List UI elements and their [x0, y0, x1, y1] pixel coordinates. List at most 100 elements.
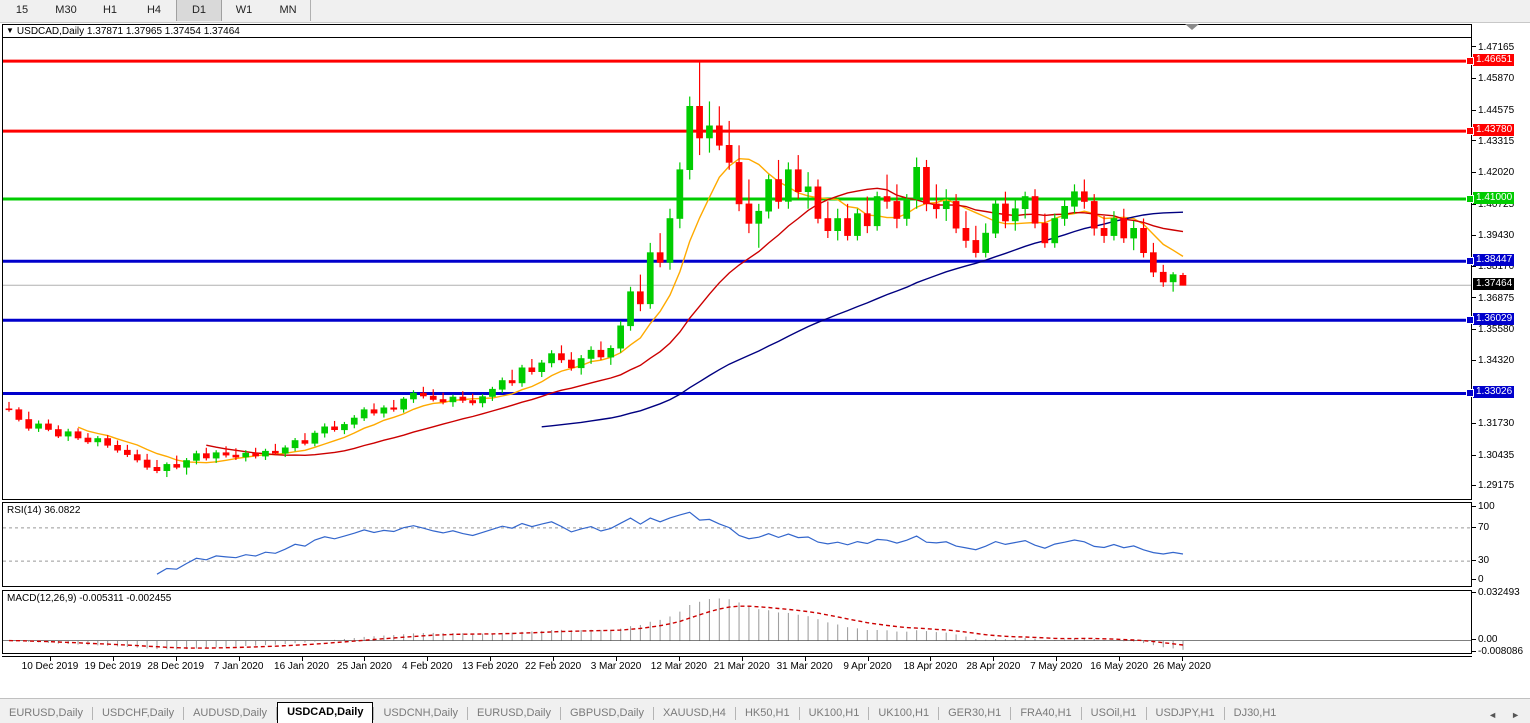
timeframe-button-m30[interactable]: M30: [55, 4, 77, 16]
price-level-tag-red[interactable]: 1.46651: [1473, 54, 1515, 67]
rsi-tick: 100: [1472, 502, 1495, 512]
price-level-tag-black[interactable]: 1.37464: [1473, 278, 1515, 291]
rsi-chart-svg: [3, 511, 1471, 575]
price-axis-scale[interactable]: 1.47165 1.45870 1.44575 1.43315 1.42020 1.407…: [1466, 37, 1530, 500]
date-axis-label: 16 Jan 2020: [274, 661, 330, 672]
price-level-tag-blue[interactable]: 1.38447: [1473, 254, 1515, 267]
chart-tab-usdcad-daily[interactable]: USDCAD,Daily: [277, 702, 374, 723]
date-tick: [1182, 657, 1183, 661]
chart-tab-uk100-h1[interactable]: UK100,H1: [878, 707, 930, 719]
chart-tab-dj30-h1[interactable]: DJ30,H1: [1233, 707, 1277, 719]
price-tick: 1.47165: [1472, 41, 1515, 53]
macd-tick: 0.032493: [1472, 588, 1520, 598]
date-tick: [490, 657, 492, 661]
price-chart-pane[interactable]: [2, 37, 1472, 500]
date-tick: [50, 657, 51, 661]
tab-separator: [652, 707, 654, 720]
chart-tab-gbpusd-daily[interactable]: GBPUSD,Daily: [570, 707, 644, 719]
timeframe-button-group: 15 M30 H1 H4 D1 W1 MN: [0, 0, 311, 21]
price-tick-label: 1.36875: [1478, 292, 1515, 304]
price-tick-label: 1.39430: [1478, 230, 1515, 242]
price-tick: 1.42020: [1472, 168, 1514, 178]
price-tick: 1.45870: [1472, 74, 1514, 84]
rsi-tick-label: 0: [1478, 574, 1484, 585]
tab-separator: [1223, 707, 1225, 720]
tab-separator: [91, 707, 93, 720]
tab-separator: [734, 707, 736, 720]
date-tick: [867, 657, 869, 661]
chart-tab-fra40-h1[interactable]: FRA40,H1: [1020, 707, 1072, 719]
date-tick: [804, 657, 806, 661]
macd-label: MACD(12,26,9) -0.005311 -0.002455: [7, 593, 172, 604]
price-tick-label: 1.38170: [1478, 261, 1515, 272]
timeframe-button-15[interactable]: 15: [15, 4, 29, 16]
macd-tick: 0.00: [1472, 633, 1498, 645]
price-tick: 1.35580: [1472, 325, 1514, 335]
scroll-left-icon[interactable]: ◄: [1488, 710, 1498, 720]
price-tick-label: 1.45870: [1478, 73, 1515, 85]
price-tick: 1.38170: [1472, 262, 1514, 272]
timeframe-button-h1[interactable]: H1: [102, 4, 118, 16]
level-drag-handle[interactable]: [1466, 194, 1474, 203]
chart-tab-uk100-h1[interactable]: UK100,H1: [808, 707, 860, 719]
date-tick: [1056, 657, 1058, 661]
chevron-down-icon[interactable]: ▼: [6, 26, 14, 35]
price-tick: 1.31730: [1472, 419, 1514, 429]
tab-scroll-controls: ◄ ►: [1488, 710, 1530, 723]
price-tick-label: 1.43315: [1478, 135, 1515, 147]
macd-axis-scale: 0.032493 0.00 -0.008086: [1472, 588, 1530, 657]
chart-tab-usdcnh-daily[interactable]: USDCNH,Daily: [383, 707, 459, 719]
chart-tab-audusd-daily[interactable]: AUDUSD,Daily: [193, 707, 268, 719]
date-axis[interactable]: 10 Dec 2019 19 Dec 2019 28 Dec 2019 7 Jan 2…: [2, 656, 1472, 676]
date-axis-label: 28 Apr 2020: [966, 661, 1021, 672]
level-drag-handle[interactable]: [1466, 257, 1474, 266]
date-axis-label: 21 Mar 2020: [713, 661, 770, 672]
tab-separator: [1010, 707, 1012, 720]
level-drag-handle[interactable]: [1466, 316, 1474, 325]
chart-tab-eurusd-daily[interactable]: EURUSD,Daily: [9, 707, 83, 719]
chart-tab-usdchf-daily[interactable]: USDCHF,Daily: [101, 707, 175, 719]
level-drag-handle[interactable]: [1466, 57, 1474, 66]
date-axis-label: 3 Mar 2020: [590, 661, 642, 672]
timeframe-button-d1[interactable]: D1: [176, 0, 222, 21]
level-drag-handle[interactable]: [1466, 389, 1474, 398]
chart-tab-xauusd-h4[interactable]: XAUUSD,H4: [662, 707, 726, 719]
date-tick: [238, 657, 240, 661]
price-tick-label: 1.30435: [1478, 449, 1515, 461]
date-axis-label: 22 Feb 2020: [525, 661, 582, 672]
rsi-tick: 30: [1472, 556, 1489, 566]
chart-tab-usdjpy-h1[interactable]: USDJPY,H1: [1155, 707, 1215, 719]
chart-tab-ger30-h1[interactable]: GER30,H1: [948, 707, 1002, 719]
date-tick: [427, 657, 429, 661]
tab-separator: [938, 707, 940, 720]
date-axis-label: 31 Mar 2020: [776, 661, 833, 672]
macd-tick-label: 0.00: [1478, 633, 1498, 645]
price-tick: 1.29175: [1472, 481, 1514, 491]
scroll-right-icon[interactable]: ►: [1511, 710, 1520, 720]
timeframe-button-h4[interactable]: H4: [146, 4, 162, 16]
rsi-label: RSI(14) 36.0822: [7, 505, 81, 516]
timeframe-button-w1[interactable]: W1: [235, 4, 253, 16]
date-axis-label: 9 Apr 2020: [843, 661, 892, 672]
macd-indicator-pane[interactable]: MACD(12,26,9) -0.005311 -0.002455: [2, 590, 1472, 654]
date-tick: [678, 657, 680, 661]
date-tick: [553, 657, 555, 661]
price-tick-label: 1.42020: [1478, 167, 1515, 179]
rsi-indicator-pane[interactable]: RSI(14) 36.0822: [2, 502, 1472, 587]
price-tick: 1.44575: [1472, 105, 1514, 116]
date-tick: [930, 657, 932, 661]
price-tick-label: 1.47165: [1478, 41, 1515, 53]
tab-separator: [467, 707, 469, 720]
pane-collapse-icon[interactable]: [1185, 24, 1199, 30]
level-drag-handle[interactable]: [1466, 127, 1474, 136]
chart-tab-usoil-h1[interactable]: USOil,H1: [1090, 707, 1137, 719]
price-level-tag-green[interactable]: 1.41000: [1473, 191, 1515, 204]
chart-tab-eurusd-daily[interactable]: EURUSD,Daily: [477, 707, 551, 719]
chart-tab-hk50-h1[interactable]: HK50,H1: [744, 707, 790, 719]
macd-tick-label: -0.008086: [1478, 646, 1524, 657]
price-level-tag-blue[interactable]: 1.36029: [1473, 313, 1515, 326]
price-level-tag-red[interactable]: 1.43780: [1473, 124, 1515, 137]
price-level-tag-blue[interactable]: 1.33026: [1473, 386, 1515, 399]
timeframe-button-mn[interactable]: MN: [279, 4, 297, 16]
